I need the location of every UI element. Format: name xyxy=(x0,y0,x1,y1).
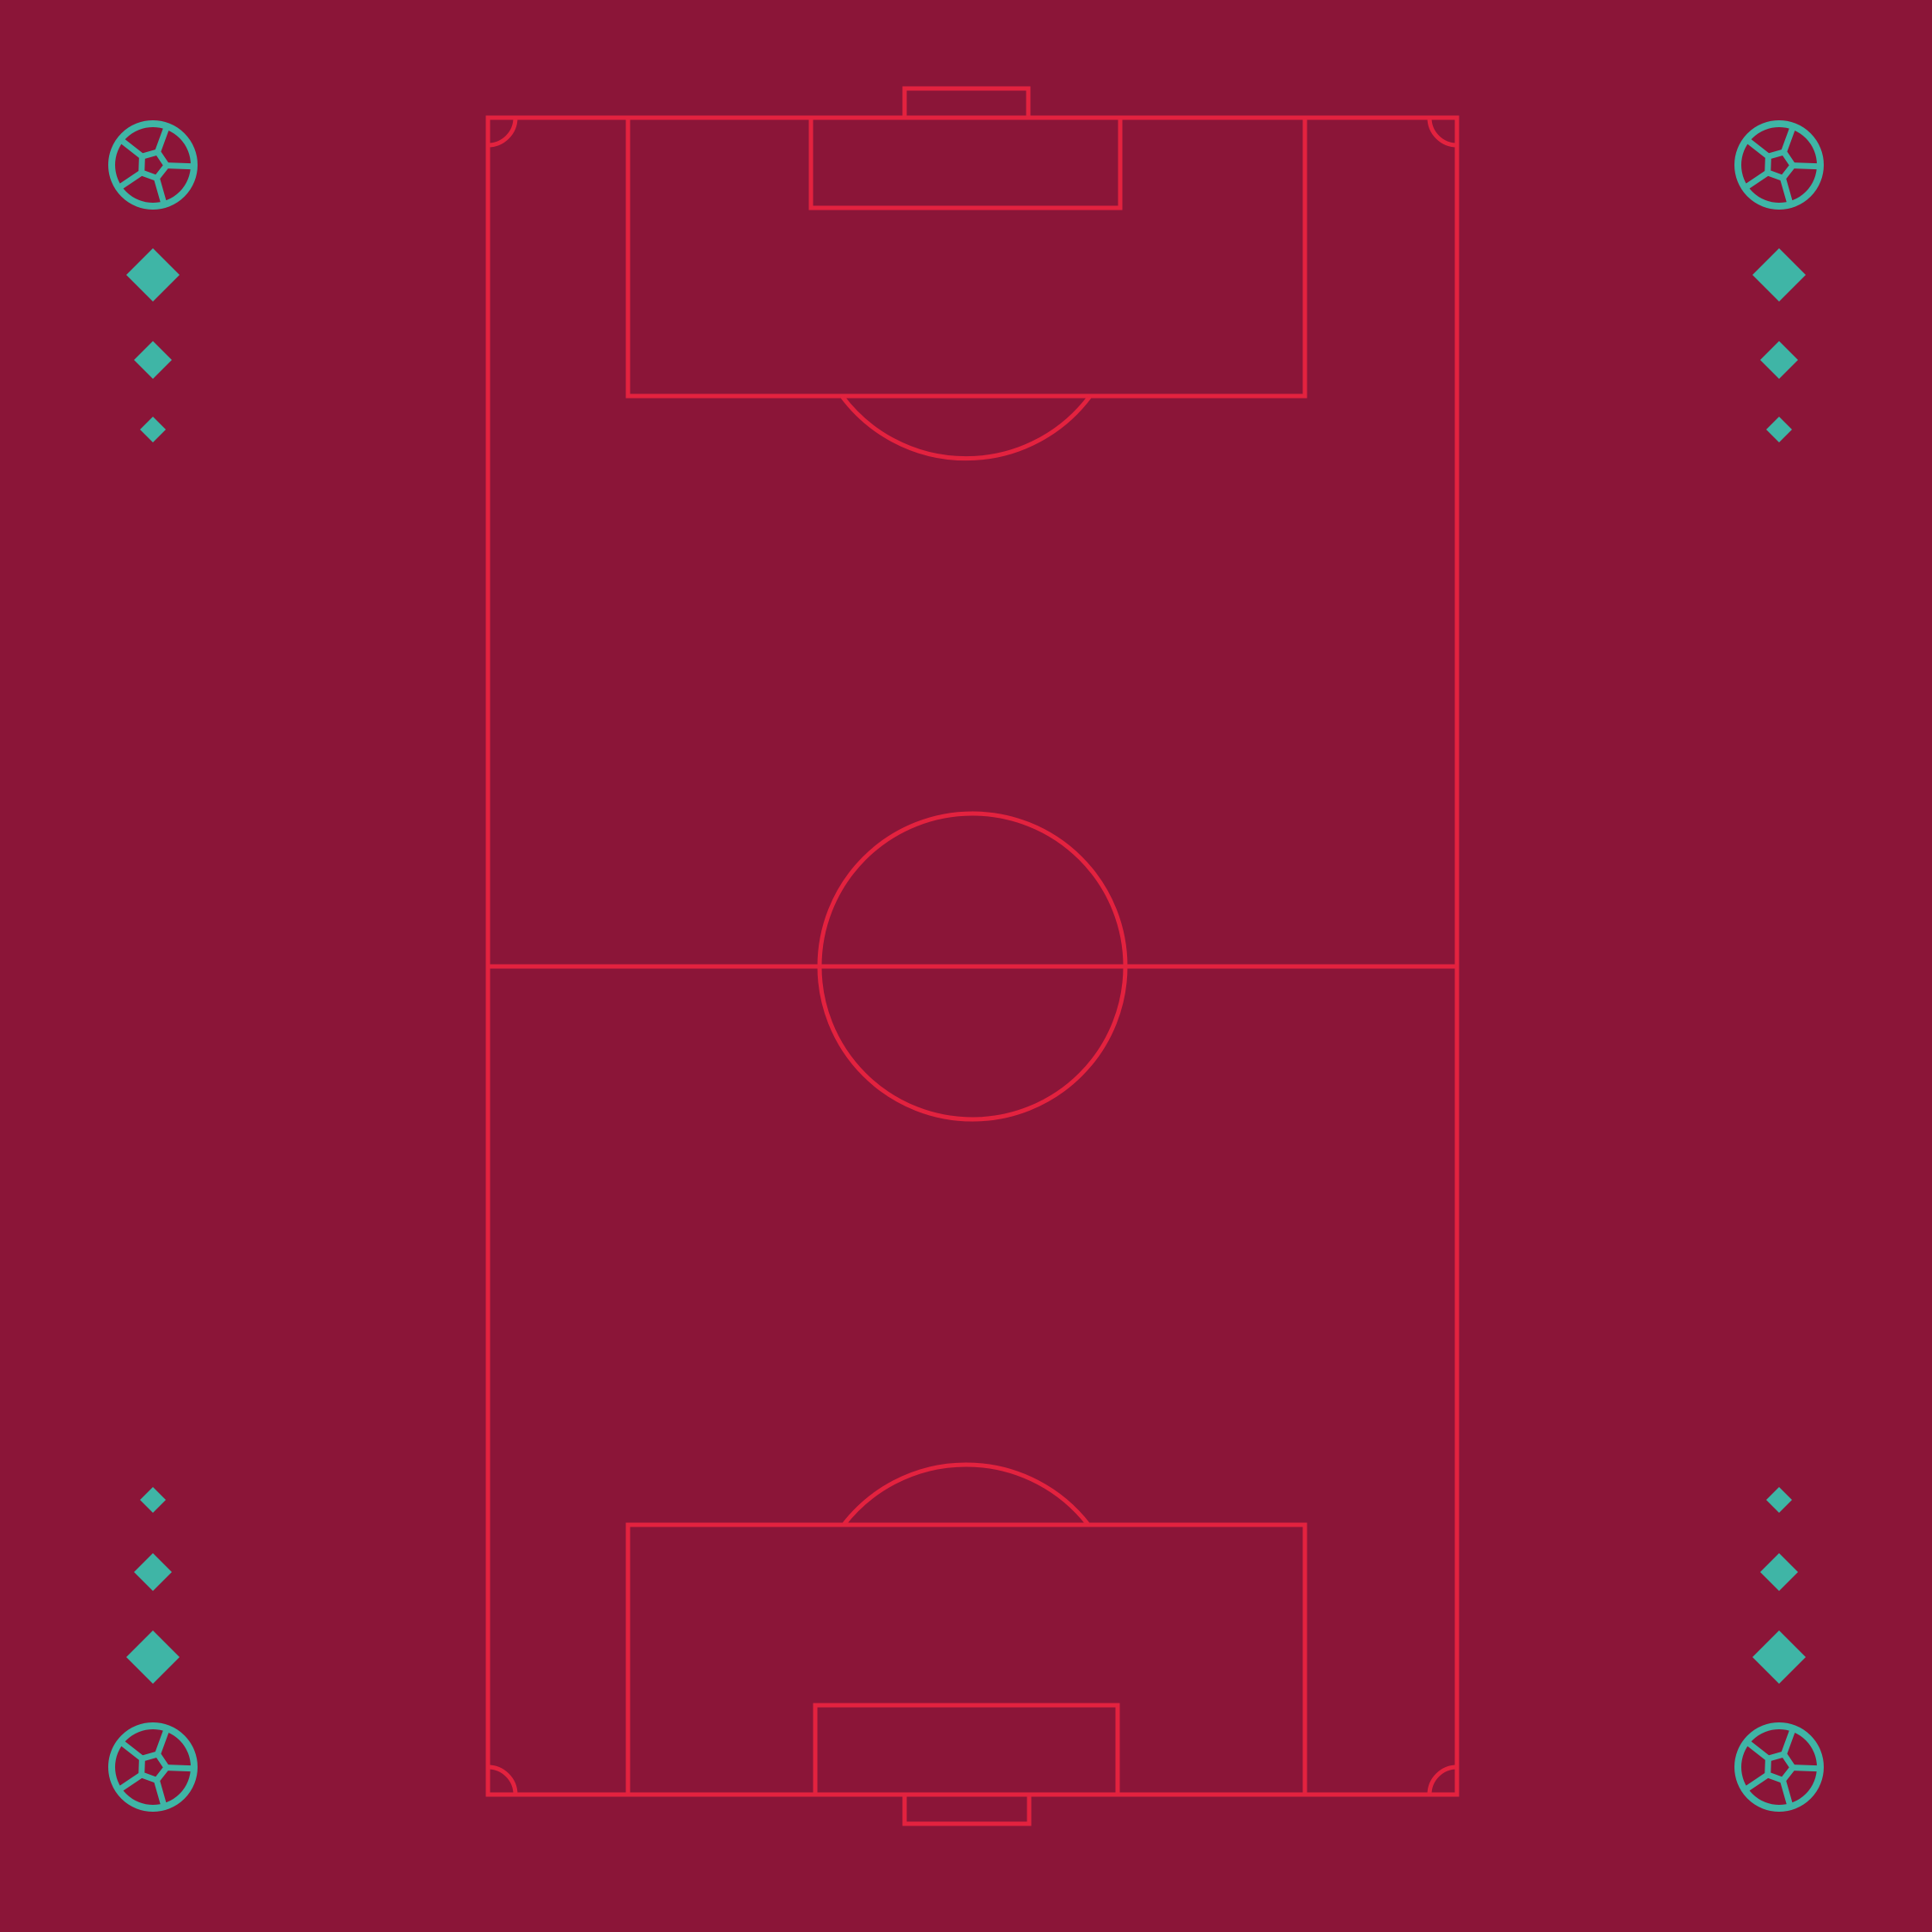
diamond-icon xyxy=(1760,341,1798,379)
soccer-ball-icon xyxy=(1734,1722,1824,1812)
goal-area-bottom xyxy=(813,1703,1120,1797)
pitch-markings xyxy=(485,86,1460,1826)
penalty-arc-bottom xyxy=(842,1462,1090,1527)
goal-area-top xyxy=(808,115,1123,210)
diamond-icon xyxy=(1752,1630,1806,1684)
corner-arc-top-right xyxy=(1427,117,1458,148)
diamond-icon xyxy=(134,341,172,379)
decorations xyxy=(108,120,1824,1812)
diamond-icon xyxy=(1766,1487,1792,1513)
diamond-icon xyxy=(140,1487,166,1513)
soccer-ball-icon xyxy=(108,1722,198,1812)
corner-arc-top-left xyxy=(487,117,518,148)
diamond-icon xyxy=(126,248,180,302)
corner-arc-bottom-left xyxy=(487,1764,518,1795)
diamond-icon xyxy=(1766,417,1792,442)
diamond-icon xyxy=(134,1553,172,1591)
diamond-icon xyxy=(1752,248,1806,302)
soccer-ball-icon xyxy=(108,120,198,210)
goal-top xyxy=(902,86,1031,118)
diamond-icon xyxy=(1760,1553,1798,1591)
goal-bottom xyxy=(902,1795,1032,1826)
center-circle xyxy=(817,811,1128,1122)
penalty-arc-top xyxy=(839,394,1093,461)
diamond-icon xyxy=(140,417,166,442)
corner-arc-bottom-right xyxy=(1427,1764,1458,1795)
soccer-ball-icon xyxy=(1734,120,1824,210)
diamond-icon xyxy=(126,1630,180,1684)
